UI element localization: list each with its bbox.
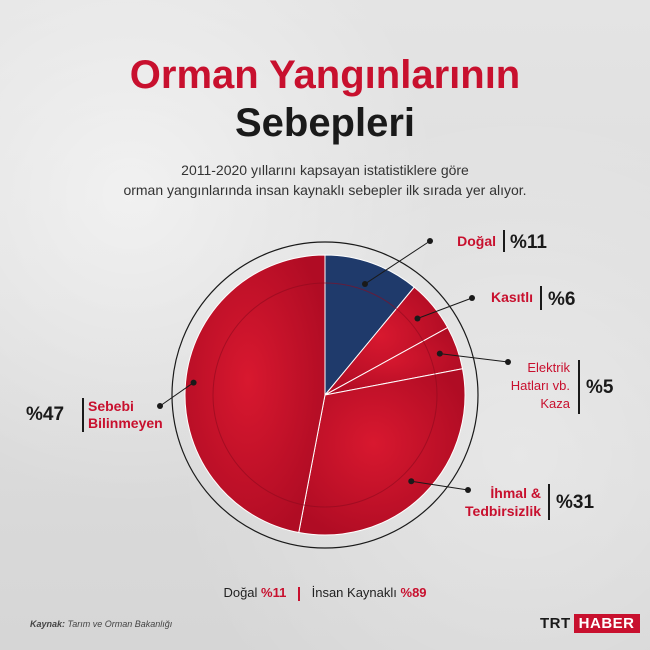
label-dot-do-al: [427, 238, 433, 244]
trt-haber-logo: TRT HABER: [540, 612, 640, 634]
inner-rings: [212, 282, 438, 508]
slice-label-elektrik-hatlar-vb-kaza-line2: Hatları vb.: [511, 378, 570, 393]
summary-line: Doğal %11 İnsan Kaynaklı %89: [0, 585, 650, 601]
slice-value-sebebi-bilinmeyen: %47: [26, 404, 64, 425]
outer-ring: [171, 241, 479, 549]
label-dot-sebebi-bilinmeyen: [157, 403, 163, 409]
leader-line-do-al: [364, 240, 431, 285]
source-prefix: Kaynak:: [30, 619, 66, 629]
label-divider-elektrik-hatlar-vb-kaza: [578, 360, 580, 414]
slice-label-kas-tl: Kasıtlı: [491, 289, 533, 305]
label-divider-i-hmal-tedbirsizlik: [548, 484, 550, 520]
slice-value-elektrik-hatlar-vb-kaza: %5: [586, 377, 614, 398]
logo-trt: TRT: [540, 614, 571, 632]
leader-line-elektrik-hatlar-vb-kaza: [439, 353, 509, 363]
leader-line-kas-tl: [417, 297, 473, 319]
leader-dot-sebebi-bilinmeyen: [190, 379, 197, 386]
pie-slice-i-hmal-tedbirsizlik: [298, 368, 466, 536]
slice-label-sebebi-bilinmeyen-line1: Sebebi: [88, 398, 134, 414]
summary-natural-label: Doğal: [223, 585, 258, 600]
slice-label-i-hmal-tedbirsizlik-line1: İhmal &: [490, 485, 541, 501]
slice-label-i-hmal-tedbirsizlik-line2: Tedbirsizlik: [465, 503, 541, 519]
leader-dot-do-al: [361, 280, 368, 287]
label-divider-sebebi-bilinmeyen: [82, 398, 84, 432]
summary-natural-value: %11: [261, 585, 287, 600]
subtitle-line1: 2011-2020 yıllarını kapsayan istatistikl…: [181, 162, 469, 178]
slice-label-elektrik-hatlar-vb-kaza-line1: Elektrik: [527, 360, 570, 375]
source-text: Tarım ve Orman Bakanlığı: [67, 619, 173, 629]
slice-value-i-hmal-tedbirsizlik: %31: [556, 492, 594, 513]
page-title-line2: Sebepleri: [234, 101, 416, 145]
slice-label-sebebi-bilinmeyen-line2: Bilinmeyen: [88, 415, 163, 431]
source-note: Kaynak: Tarım ve Orman Bakanlığı: [30, 619, 172, 629]
summary-divider: [297, 586, 300, 601]
leader-dot-elektrik-hatlar-vb-kaza: [436, 350, 443, 357]
logo-haber: HABER: [573, 613, 640, 633]
slice-value-do-al: %11: [510, 232, 547, 253]
pie-slice-do-al: [324, 254, 415, 397]
label-dot-i-hmal-tedbirsizlik: [465, 487, 471, 493]
leader-dot-i-hmal-tedbirsizlik: [408, 478, 415, 485]
label-dot-kas-tl: [469, 295, 475, 301]
slice-label-do-al: Doğal: [457, 233, 496, 249]
pie-slices: [184, 254, 466, 536]
summary-human-label: İnsan Kaynaklı: [311, 585, 397, 600]
label-divider-kas-tl: [540, 286, 542, 310]
pie-labels: Doğal %11 Kasıtlı %6 Elektrik Hatları vb. Kaza…: [26, 230, 614, 520]
label-divider-do-al: [503, 230, 505, 252]
slice-value-kas-tl: %6: [548, 289, 575, 310]
page-title-line1: Orman Yangınlarının: [129, 53, 521, 97]
slice-label-elektrik-hatlar-vb-kaza-line3: Kaza: [540, 396, 570, 411]
leader-line-i-hmal-tedbirsizlik: [411, 480, 469, 491]
summary-human-value: %89: [400, 585, 427, 600]
leader-dot-kas-tl: [414, 315, 421, 322]
leader-line-sebebi-bilinmeyen: [159, 382, 194, 407]
subtitle-line2: orman yangınlarında insan kaynaklı sebep…: [123, 182, 527, 198]
label-dot-elektrik-hatlar-vb-kaza: [505, 359, 511, 365]
pie-slice-sebebi-bilinmeyen: [184, 254, 326, 534]
